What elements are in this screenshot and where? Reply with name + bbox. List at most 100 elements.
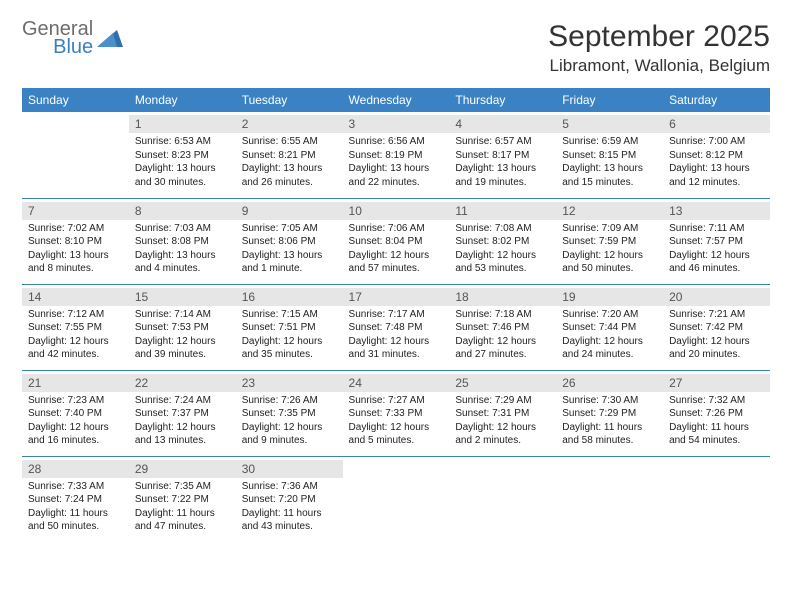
day-info: Sunrise: 7:06 AMSunset: 8:04 PMDaylight:… bbox=[349, 222, 444, 276]
day-number: 17 bbox=[343, 288, 450, 306]
calendar-cell: 30 Sunrise: 7:36 AMSunset: 7:20 PMDayligh… bbox=[236, 456, 343, 542]
calendar-cell: 8 Sunrise: 7:03 AMSunset: 8:08 PMDaylight… bbox=[129, 198, 236, 284]
calendar-cell: 29 Sunrise: 7:35 AMSunset: 7:22 PMDayligh… bbox=[129, 456, 236, 542]
calendar-cell: 27 Sunrise: 7:32 AMSunset: 7:26 PMDayligh… bbox=[663, 370, 770, 456]
day-number: 8 bbox=[129, 202, 236, 220]
weekday-header: Tuesday bbox=[236, 88, 343, 112]
calendar-cell: 0 bbox=[449, 456, 556, 542]
calendar-cell: 20 Sunrise: 7:21 AMSunset: 7:42 PMDayligh… bbox=[663, 284, 770, 370]
day-number: 11 bbox=[449, 202, 556, 220]
calendar-week-row: 0 1 Sunrise: 6:53 AMSunset: 8:23 PMDaylig… bbox=[22, 112, 770, 198]
calendar-cell: 3 Sunrise: 6:56 AMSunset: 8:19 PMDaylight… bbox=[343, 112, 450, 198]
weekday-header: Sunday bbox=[22, 88, 129, 112]
day-number: 25 bbox=[449, 374, 556, 392]
day-info: Sunrise: 7:08 AMSunset: 8:02 PMDaylight:… bbox=[455, 222, 550, 276]
title-block: September 2025 Libramont, Wallonia, Belg… bbox=[548, 20, 770, 76]
day-info: Sunrise: 7:20 AMSunset: 7:44 PMDaylight:… bbox=[562, 308, 657, 362]
calendar-cell: 22 Sunrise: 7:24 AMSunset: 7:37 PMDayligh… bbox=[129, 370, 236, 456]
header: General Blue September 2025 Libramont, W… bbox=[22, 20, 770, 76]
day-number: 2 bbox=[236, 115, 343, 133]
calendar-cell: 0 bbox=[22, 112, 129, 198]
calendar-cell: 12 Sunrise: 7:09 AMSunset: 7:59 PMDayligh… bbox=[556, 198, 663, 284]
calendar-cell: 16Sunrise: 7:15 AMSunset: 7:51 PMDayligh… bbox=[236, 284, 343, 370]
day-info: Sunrise: 7:32 AMSunset: 7:26 PMDaylight:… bbox=[669, 394, 764, 448]
day-info: Sunrise: 6:59 AMSunset: 8:15 PMDaylight:… bbox=[562, 135, 657, 189]
day-info: Sunrise: 7:05 AMSunset: 8:06 PMDaylight:… bbox=[242, 222, 337, 276]
day-number: 29 bbox=[129, 460, 236, 478]
day-number: 3 bbox=[343, 115, 450, 133]
day-number: 7 bbox=[22, 202, 129, 220]
calendar-cell: 17Sunrise: 7:17 AMSunset: 7:48 PMDayligh… bbox=[343, 284, 450, 370]
brand-name-2: Blue bbox=[22, 38, 93, 56]
calendar-cell: 21 Sunrise: 7:23 AMSunset: 7:40 PMDayligh… bbox=[22, 370, 129, 456]
day-info: Sunrise: 7:36 AMSunset: 7:20 PMDaylight:… bbox=[242, 480, 337, 534]
calendar-cell: 6Sunrise: 7:00 AMSunset: 8:12 PMDaylight… bbox=[663, 112, 770, 198]
calendar-cell: 11 Sunrise: 7:08 AMSunset: 8:02 PMDayligh… bbox=[449, 198, 556, 284]
day-info: Sunrise: 7:15 AMSunset: 7:51 PMDaylight:… bbox=[242, 308, 337, 362]
day-info: Sunrise: 6:53 AMSunset: 8:23 PMDaylight:… bbox=[135, 135, 230, 189]
day-info: Sunrise: 7:09 AMSunset: 7:59 PMDaylight:… bbox=[562, 222, 657, 276]
calendar-cell: 5 Sunrise: 6:59 AMSunset: 8:15 PMDaylight… bbox=[556, 112, 663, 198]
day-number: 24 bbox=[343, 374, 450, 392]
day-number: 27 bbox=[663, 374, 770, 392]
weekday-header: Thursday bbox=[449, 88, 556, 112]
day-info: Sunrise: 7:02 AMSunset: 8:10 PMDaylight:… bbox=[28, 222, 123, 276]
day-number: 1 bbox=[129, 115, 236, 133]
day-number: 5 bbox=[556, 115, 663, 133]
weekday-header: Wednesday bbox=[343, 88, 450, 112]
calendar-cell: 2 Sunrise: 6:55 AMSunset: 8:21 PMDaylight… bbox=[236, 112, 343, 198]
day-number: 26 bbox=[556, 374, 663, 392]
weekday-header: Monday bbox=[129, 88, 236, 112]
calendar-cell: 7 Sunrise: 7:02 AMSunset: 8:10 PMDaylight… bbox=[22, 198, 129, 284]
day-number: 10 bbox=[343, 202, 450, 220]
day-info: Sunrise: 7:26 AMSunset: 7:35 PMDaylight:… bbox=[242, 394, 337, 448]
day-number: 19 bbox=[556, 288, 663, 306]
calendar-cell: 19 Sunrise: 7:20 AMSunset: 7:44 PMDayligh… bbox=[556, 284, 663, 370]
calendar-cell: 25 Sunrise: 7:29 AMSunset: 7:31 PMDayligh… bbox=[449, 370, 556, 456]
day-info: Sunrise: 7:11 AMSunset: 7:57 PMDaylight:… bbox=[669, 222, 764, 276]
day-number: 14 bbox=[22, 288, 129, 306]
calendar-cell: 0 bbox=[663, 456, 770, 542]
day-number: 22 bbox=[129, 374, 236, 392]
calendar-cell: 23Sunrise: 7:26 AMSunset: 7:35 PMDayligh… bbox=[236, 370, 343, 456]
day-info: Sunrise: 7:23 AMSunset: 7:40 PMDaylight:… bbox=[28, 394, 123, 448]
brand-logo: General Blue bbox=[22, 20, 123, 56]
location: Libramont, Wallonia, Belgium bbox=[548, 56, 770, 76]
day-info: Sunrise: 6:55 AMSunset: 8:21 PMDaylight:… bbox=[242, 135, 337, 189]
day-info: Sunrise: 7:12 AMSunset: 7:55 PMDaylight:… bbox=[28, 308, 123, 362]
calendar-cell: 14 Sunrise: 7:12 AMSunset: 7:55 PMDayligh… bbox=[22, 284, 129, 370]
calendar-cell: 26Sunrise: 7:30 AMSunset: 7:29 PMDayligh… bbox=[556, 370, 663, 456]
day-info: Sunrise: 6:56 AMSunset: 8:19 PMDaylight:… bbox=[349, 135, 444, 189]
calendar-week-row: 7 Sunrise: 7:02 AMSunset: 8:10 PMDaylight… bbox=[22, 198, 770, 284]
day-number: 9 bbox=[236, 202, 343, 220]
day-number: 18 bbox=[449, 288, 556, 306]
day-number: 12 bbox=[556, 202, 663, 220]
calendar-week-row: 21 Sunrise: 7:23 AMSunset: 7:40 PMDayligh… bbox=[22, 370, 770, 456]
day-number: 13 bbox=[663, 202, 770, 220]
day-number: 21 bbox=[22, 374, 129, 392]
day-number: 30 bbox=[236, 460, 343, 478]
calendar-cell: 9 Sunrise: 7:05 AMSunset: 8:06 PMDaylight… bbox=[236, 198, 343, 284]
day-info: Sunrise: 7:29 AMSunset: 7:31 PMDaylight:… bbox=[455, 394, 550, 448]
day-number: 15 bbox=[129, 288, 236, 306]
calendar-cell: 0 bbox=[343, 456, 450, 542]
calendar-cell: 4Sunrise: 6:57 AMSunset: 8:17 PMDaylight… bbox=[449, 112, 556, 198]
day-info: Sunrise: 7:03 AMSunset: 8:08 PMDaylight:… bbox=[135, 222, 230, 276]
calendar-page: General Blue September 2025 Libramont, W… bbox=[0, 0, 792, 552]
day-info: Sunrise: 6:57 AMSunset: 8:17 PMDaylight:… bbox=[455, 135, 550, 189]
day-info: Sunrise: 7:24 AMSunset: 7:37 PMDaylight:… bbox=[135, 394, 230, 448]
calendar-cell: 10 Sunrise: 7:06 AMSunset: 8:04 PMDayligh… bbox=[343, 198, 450, 284]
calendar-cell: 18Sunrise: 7:18 AMSunset: 7:46 PMDayligh… bbox=[449, 284, 556, 370]
weekday-header: Saturday bbox=[663, 88, 770, 112]
calendar-body: 0 1 Sunrise: 6:53 AMSunset: 8:23 PMDaylig… bbox=[22, 112, 770, 542]
month-title: September 2025 bbox=[548, 20, 770, 54]
day-number: 20 bbox=[663, 288, 770, 306]
brand-triangle-icon bbox=[97, 25, 123, 52]
day-info: Sunrise: 7:21 AMSunset: 7:42 PMDaylight:… bbox=[669, 308, 764, 362]
day-info: Sunrise: 7:35 AMSunset: 7:22 PMDaylight:… bbox=[135, 480, 230, 534]
weekday-header: Friday bbox=[556, 88, 663, 112]
calendar-cell: 15Sunrise: 7:14 AMSunset: 7:53 PMDayligh… bbox=[129, 284, 236, 370]
day-info: Sunrise: 7:00 AMSunset: 8:12 PMDaylight:… bbox=[669, 135, 764, 189]
calendar-header-row: SundayMondayTuesdayWednesdayThursdayFrid… bbox=[22, 88, 770, 112]
calendar-cell: 0 bbox=[556, 456, 663, 542]
